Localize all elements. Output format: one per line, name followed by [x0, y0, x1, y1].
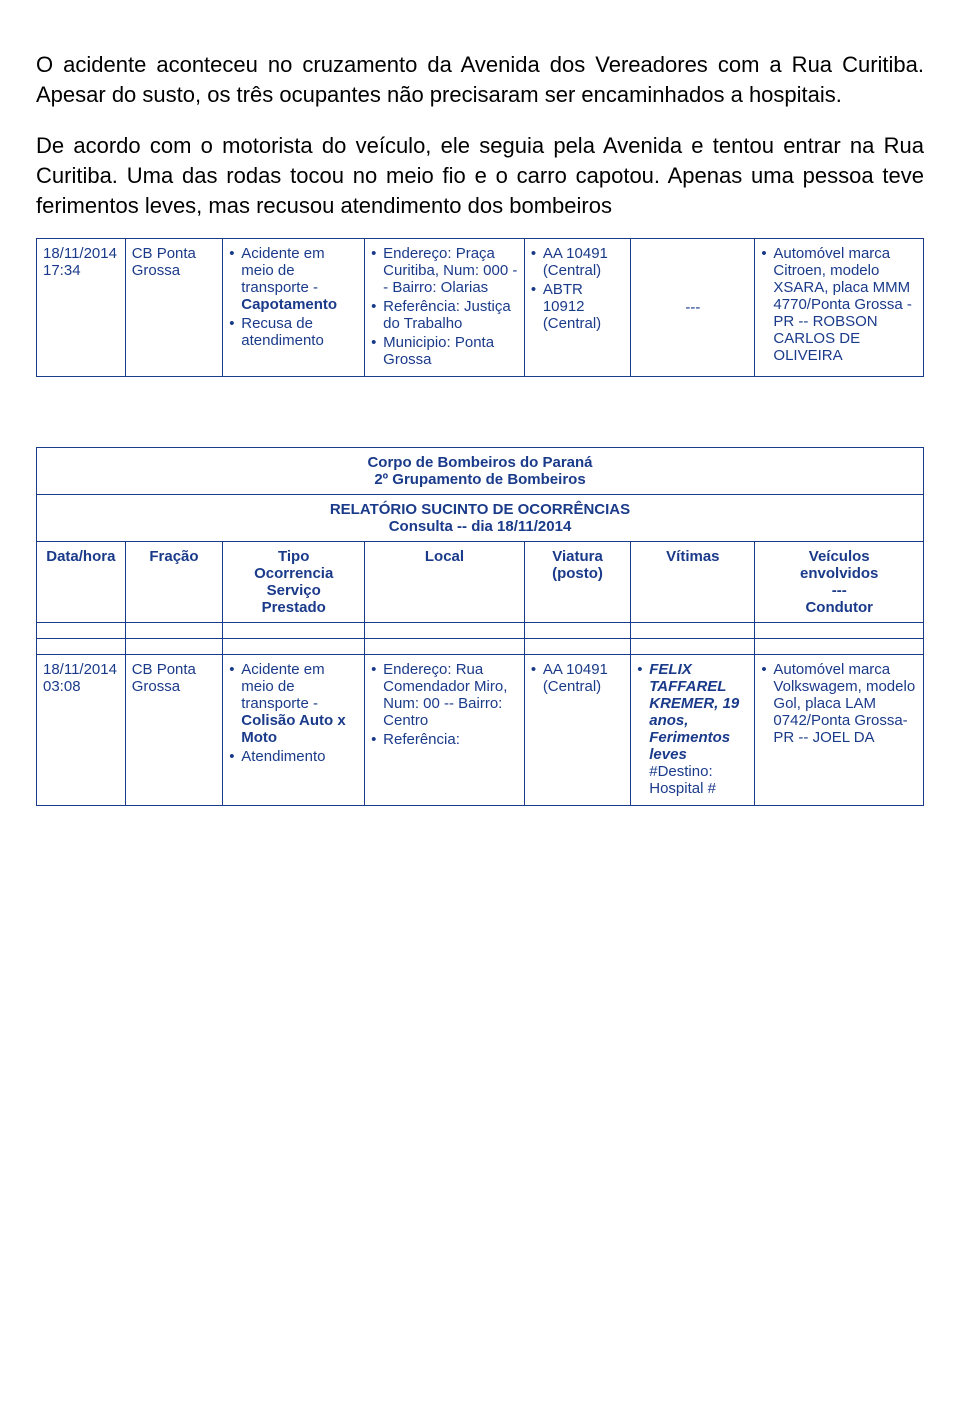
cell-fracao: CB Ponta Grossa [125, 655, 223, 806]
col-fracao: Fração [125, 542, 223, 623]
col-veiculos: Veículos envolvidos --- Condutor [755, 542, 924, 623]
report-title: RELATÓRIO SUCINTO DE OCORRÊNCIAS Consult… [37, 495, 924, 542]
col-tipo-l3: Serviço [229, 582, 358, 599]
table-row: 18/11/2014 03:08 CB Ponta Grossa Acident… [37, 655, 924, 806]
cell-veiculos: Automóvel marca Citroen, modelo XSARA, p… [755, 239, 924, 377]
col-via-l1: Viatura [531, 548, 624, 565]
tipo-line2: Recusa de atendimento [229, 315, 358, 349]
cell-viatura: AA 10491 (Central) [524, 655, 630, 806]
col-vei-l1: Veículos [761, 548, 917, 565]
incident-table-2: Corpo de Bombeiros do Paraná 2º Grupamen… [36, 447, 924, 806]
col-tipo-l4: Prestado [229, 599, 358, 616]
cell-fracao: CB Ponta Grossa [125, 239, 223, 377]
report-org: Corpo de Bombeiros do Paraná 2º Grupamen… [37, 448, 924, 495]
col-vei-l2: envolvidos [761, 565, 917, 582]
cell-datahora: 18/11/2014 17:34 [37, 239, 126, 377]
vei-1: Automóvel marca Citroen, modelo XSARA, p… [761, 245, 917, 364]
via-1: AA 10491 (Central) [531, 245, 624, 279]
separator-row [37, 639, 924, 655]
tipo-bold: Colisão Auto x Moto [241, 712, 345, 746]
vertical-spacer [36, 377, 924, 447]
vit-dest: #Destino: Hospital # [649, 763, 748, 797]
org-line2: 2º Grupamento de Bombeiros [43, 471, 917, 488]
col-datahora: Data/hora [37, 542, 126, 623]
loc-end-label: Endereço: [383, 661, 456, 678]
table-header-row: Data/hora Fração Tipo Ocorrencia Serviço… [37, 542, 924, 623]
cell-datahora: 18/11/2014 03:08 [37, 655, 126, 806]
loc-ref-label: Referência: [383, 731, 460, 748]
tipo-line2: Atendimento [229, 748, 358, 765]
incident-table-1: 18/11/2014 17:34 CB Ponta Grossa Acident… [36, 238, 924, 377]
cell-vitimas: FELIX TAFFAREL KREMER, 19 anos, Feriment… [631, 655, 755, 806]
vit-bold: FELIX TAFFAREL KREMER, 19 anos, Feriment… [649, 661, 739, 763]
cell-local: Endereço: Rua Comendador Miro, Num: 00 -… [365, 655, 525, 806]
tipo-pre: Acidente em meio de transporte - [241, 661, 324, 712]
vei-1: Automóvel marca Volkswagem, modelo Gol, … [761, 661, 917, 746]
table-title-row-1: Corpo de Bombeiros do Paraná 2º Grupamen… [37, 448, 924, 495]
col-tipo-l2: Ocorrencia [229, 565, 358, 582]
tipo-pre: Acidente em meio de transporte - [241, 245, 324, 296]
loc-end-label: Endereço: [383, 245, 456, 262]
cell-vitimas: --- [631, 239, 755, 377]
cell-veiculos: Automóvel marca Volkswagem, modelo Gol, … [755, 655, 924, 806]
table-row: 18/11/2014 17:34 CB Ponta Grossa Acident… [37, 239, 924, 377]
cell-local: Endereço: Praça Curitiba, Num: 000 -- Ba… [365, 239, 525, 377]
intro-paragraph-2: De acordo com o motorista do veículo, el… [36, 131, 924, 220]
col-tipo: Tipo Ocorrencia Serviço Prestado [223, 542, 365, 623]
col-vei-l3: --- [761, 582, 917, 599]
col-vei-l4: Condutor [761, 599, 917, 616]
col-tipo-l1: Tipo [229, 548, 358, 565]
col-vitimas: Vítimas [631, 542, 755, 623]
col-via-l2: (posto) [531, 565, 624, 582]
cell-viatura: AA 10491 (Central) ABTR 10912 (Central) [524, 239, 630, 377]
tipo-bold: Capotamento [241, 296, 337, 313]
via-2: ABTR 10912 (Central) [531, 281, 624, 332]
table-title-row-2: RELATÓRIO SUCINTO DE OCORRÊNCIAS Consult… [37, 495, 924, 542]
col-viatura: Viatura (posto) [524, 542, 630, 623]
cell-tipo: Acidente em meio de transporte - Colisão… [223, 655, 365, 806]
title-line1: RELATÓRIO SUCINTO DE OCORRÊNCIAS [43, 501, 917, 518]
loc-mun-label: Municipio: [383, 334, 455, 351]
intro-paragraph-1: O acidente aconteceu no cruzamento da Av… [36, 50, 924, 109]
title-line2: Consulta -- dia 18/11/2014 [43, 518, 917, 535]
separator-row [37, 623, 924, 639]
via-1: AA 10491 (Central) [531, 661, 624, 695]
loc-ref-label: Referência: [383, 298, 464, 315]
col-local: Local [365, 542, 525, 623]
org-line1: Corpo de Bombeiros do Paraná [43, 454, 917, 471]
cell-tipo: Acidente em meio de transporte - Capotam… [223, 239, 365, 377]
